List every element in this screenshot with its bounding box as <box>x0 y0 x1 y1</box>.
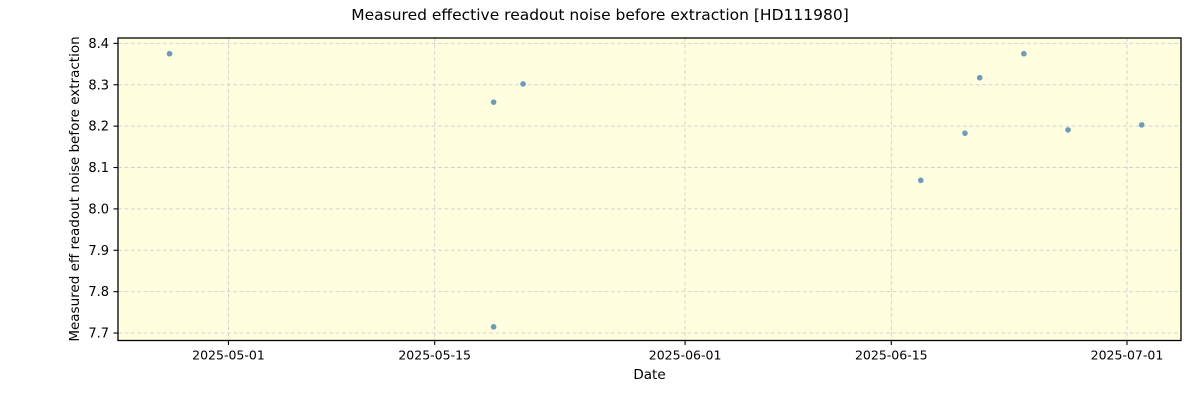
data-point <box>490 99 497 105</box>
data-point <box>520 81 526 87</box>
data-point <box>490 324 497 330</box>
x-tick-label: 2025-07-01 <box>1091 348 1164 363</box>
data-point <box>166 50 173 57</box>
x-tick-label: 2025-06-15 <box>855 348 928 363</box>
data-point <box>917 177 924 184</box>
x-axis-label: Date <box>633 367 666 383</box>
y-tick-label: 8.3 <box>88 78 109 93</box>
y-tick-label: 7.7 <box>88 327 109 342</box>
y-tick-label: 8.1 <box>88 161 109 176</box>
y-tick-label: 8.2 <box>88 120 109 135</box>
plot-background <box>118 38 1181 341</box>
x-tick-label: 2025-05-01 <box>192 348 265 363</box>
x-tick-label: 2025-05-15 <box>398 348 471 363</box>
data-point <box>1138 122 1145 128</box>
plot-border <box>117 37 1182 342</box>
data-point <box>962 130 968 136</box>
data-point <box>1021 50 1027 57</box>
y-tick-label: 8.4 <box>88 37 109 52</box>
data-point <box>1065 127 1071 133</box>
x-tick-label: 2025-06-01 <box>649 348 722 363</box>
y-tick-label: 7.8 <box>88 285 109 300</box>
data-point <box>976 74 983 81</box>
chart-title: Measured effective readout noise before … <box>351 6 849 24</box>
y-tick-label: 7.9 <box>88 244 109 259</box>
y-tick-label: 8.0 <box>88 202 109 217</box>
